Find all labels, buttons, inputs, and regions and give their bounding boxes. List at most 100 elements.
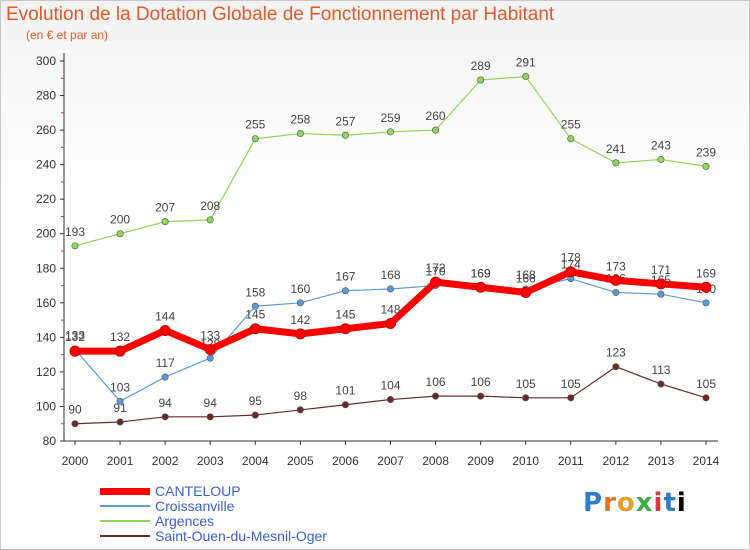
data-point	[159, 324, 171, 336]
data-label: 132	[110, 330, 130, 344]
data-label: 173	[606, 259, 626, 273]
x-tick-label: 2010	[512, 454, 539, 468]
y-tick-label: 200	[36, 227, 56, 241]
data-point	[432, 392, 440, 400]
data-point	[430, 276, 442, 288]
data-point	[206, 354, 214, 362]
data-label: 145	[335, 308, 355, 322]
data-point	[296, 299, 304, 307]
chart-subtitle: (en € et par an)	[26, 28, 109, 42]
data-label: 208	[200, 199, 220, 213]
data-label: 166	[516, 271, 536, 285]
y-tick-label: 300	[36, 54, 56, 68]
data-label: 178	[561, 251, 581, 265]
y-tick-label: 120	[36, 365, 56, 379]
data-point	[700, 281, 712, 293]
data-label: 106	[426, 375, 446, 389]
data-point	[610, 274, 622, 286]
legend-swatch	[100, 535, 150, 537]
data-label: 142	[290, 313, 310, 327]
data-label: 144	[155, 309, 175, 323]
data-label: 174	[561, 258, 581, 272]
x-tick-label: 2006	[332, 454, 359, 468]
data-point	[339, 323, 351, 335]
x-tick-label: 2007	[377, 454, 404, 468]
data-label: 117	[156, 356, 175, 370]
legend-label: Croissanville	[155, 498, 235, 514]
data-label: 106	[471, 375, 491, 389]
legend-label: Saint-Ouen-du-Mesnil-Oger	[155, 528, 327, 544]
data-label: 243	[651, 138, 671, 152]
data-label: 103	[110, 380, 130, 394]
data-point	[114, 345, 126, 357]
data-label: 98	[294, 389, 308, 403]
data-point	[69, 345, 81, 357]
data-point	[204, 343, 216, 355]
logo-letter: r	[603, 488, 617, 518]
data-label: 160	[290, 282, 310, 296]
data-point	[567, 394, 575, 402]
data-point	[386, 285, 394, 293]
y-tick-label: 100	[36, 399, 56, 413]
data-label: 169	[471, 266, 491, 280]
y-tick-label: 280	[36, 89, 56, 103]
data-point	[520, 286, 532, 298]
data-point	[657, 380, 665, 388]
data-point	[116, 230, 124, 238]
data-point	[296, 130, 304, 138]
legend-swatch	[100, 487, 150, 495]
data-point	[386, 128, 394, 136]
chart-legend: CANTELOUP Croissanville Argences Saint-Ouen…	[100, 484, 327, 544]
x-tick-label: 2008	[422, 454, 449, 468]
x-tick-label: 2012	[603, 454, 630, 468]
data-label: 289	[471, 59, 491, 73]
data-label: 169	[696, 266, 716, 280]
logo-letter: i	[676, 488, 687, 518]
data-label: 94	[204, 396, 218, 410]
data-label: 95	[249, 394, 263, 408]
x-tick-label: 2009	[467, 454, 494, 468]
data-point	[116, 397, 124, 405]
data-label: 133	[200, 328, 220, 342]
data-point	[702, 394, 710, 402]
x-tick-label: 2002	[152, 454, 179, 468]
data-label: 255	[245, 118, 265, 132]
data-label: 168	[380, 268, 400, 282]
data-point	[161, 373, 169, 381]
y-tick-label: 240	[36, 158, 56, 172]
series-line	[74, 75, 707, 247]
x-tick-label: 2004	[242, 454, 269, 468]
legend-item: CANTELOUP	[100, 484, 327, 499]
data-point	[567, 135, 575, 143]
legend-item: Argences	[100, 514, 327, 529]
y-tick-label: 220	[36, 192, 56, 206]
data-label: 170	[426, 265, 446, 279]
data-point	[612, 363, 620, 371]
data-label: 104	[380, 379, 400, 393]
data-point	[657, 155, 665, 163]
data-point	[657, 290, 665, 298]
data-point	[251, 302, 259, 310]
data-point	[477, 392, 485, 400]
data-point	[341, 401, 349, 409]
data-label: 148	[380, 303, 400, 317]
x-tick-label: 2003	[197, 454, 224, 468]
legend-item: Saint-Ouen-du-Mesnil-Oger	[100, 529, 327, 544]
data-point	[702, 299, 710, 307]
y-tick-label: 260	[36, 123, 56, 137]
data-label: 145	[245, 308, 265, 322]
y-tick-label: 140	[36, 330, 56, 344]
legend-swatch	[100, 520, 150, 522]
y-tick-label: 160	[36, 296, 56, 310]
logo-letter: i	[653, 488, 664, 518]
data-label: 257	[335, 114, 355, 128]
data-point	[612, 288, 620, 296]
data-label: 105	[516, 377, 536, 391]
data-label: 132	[65, 330, 85, 344]
data-point	[251, 135, 259, 143]
x-tick-label: 2014	[693, 454, 720, 468]
data-point	[161, 413, 169, 421]
data-point	[206, 216, 214, 224]
proxiti-logo: Proxiti	[583, 488, 687, 518]
